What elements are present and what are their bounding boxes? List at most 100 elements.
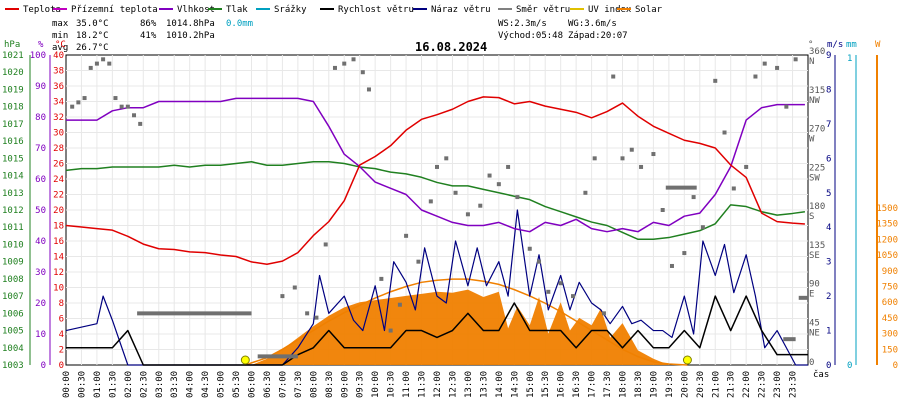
direction-tick: W xyxy=(809,135,815,145)
wind-direction-point xyxy=(323,242,328,247)
hpa-tick: 1015 xyxy=(2,154,24,164)
max-rain: 0.0mm xyxy=(226,19,253,29)
time-tick: 08:30 xyxy=(325,371,335,398)
time-tick: 13:30 xyxy=(479,371,489,398)
time-tick: 06:00 xyxy=(248,371,258,398)
time-tick: 02:00 xyxy=(124,371,134,398)
deg-tick: 315 xyxy=(809,86,825,96)
celsius-tick: 12 xyxy=(53,268,64,278)
deg-tick: 180 xyxy=(809,202,825,212)
wind-direction-point xyxy=(107,61,112,66)
celsius-tick: 30 xyxy=(53,129,64,139)
max-hum: 86% xyxy=(140,19,157,29)
wind-direction-point xyxy=(515,195,520,200)
pct-tick: 60 xyxy=(35,175,46,185)
time-tick: 09:00 xyxy=(340,371,350,398)
wind-direction-point xyxy=(775,65,780,70)
direction-tick: NW xyxy=(809,96,820,106)
hpa-axis-unit: hPa xyxy=(4,40,20,50)
min-label: min xyxy=(52,31,68,41)
direction-tick: S xyxy=(809,212,814,222)
time-tick: 15:30 xyxy=(541,371,551,398)
pct-tick: 10 xyxy=(35,330,46,340)
time-tick: 10:30 xyxy=(387,371,397,398)
ms-tick: 4 xyxy=(826,223,831,233)
time-tick: 20:00 xyxy=(680,371,690,398)
w-tick: 300 xyxy=(882,330,898,340)
celsius-tick: 28 xyxy=(53,144,64,154)
time-tick: 02:30 xyxy=(139,371,149,398)
celsius-tick: 32 xyxy=(53,113,64,123)
hpa-tick: 1014 xyxy=(2,172,24,182)
time-tick: 05:30 xyxy=(232,371,242,398)
wind-direction-point xyxy=(583,190,588,195)
deg-tick: 135 xyxy=(809,241,825,251)
wind-direction-point xyxy=(639,164,644,169)
avg-temp: 26.7°C xyxy=(76,43,109,53)
hpa-tick: 1005 xyxy=(2,327,24,337)
wind-direction-point xyxy=(138,121,143,126)
time-tick: 18:00 xyxy=(619,371,629,398)
celsius-tick: 6 xyxy=(59,315,64,325)
wind-direction-point xyxy=(722,130,727,135)
min-temp: 18.2°C xyxy=(76,31,109,41)
time-tick: 22:30 xyxy=(758,371,768,398)
min-press: 1010.2hPa xyxy=(166,31,215,41)
hpa-tick: 1011 xyxy=(2,223,24,233)
time-tick: 10:00 xyxy=(371,371,381,398)
hpa-tick: 1004 xyxy=(2,344,24,354)
wind-direction-point xyxy=(660,208,665,212)
w-tick: 1500 xyxy=(876,204,898,214)
ms-tick: 5 xyxy=(826,189,831,199)
w-tick: 1050 xyxy=(876,251,898,261)
pct-tick: 90 xyxy=(35,82,46,92)
ms-tick: 1 xyxy=(826,327,831,337)
time-tick: 17:30 xyxy=(603,371,613,398)
pct-tick: 70 xyxy=(35,144,46,154)
wind-direction-point xyxy=(70,104,75,109)
time-tick: 14:00 xyxy=(495,371,505,398)
direction-tick: N xyxy=(809,57,814,67)
wind-direction-point xyxy=(753,74,758,79)
mm-tick: 1 xyxy=(847,54,852,64)
direction-tick: NE xyxy=(809,328,820,338)
time-tick: 09:30 xyxy=(356,371,366,398)
hpa-tick: 1017 xyxy=(2,120,24,130)
time-tick: 16:00 xyxy=(557,371,567,398)
pressure-line xyxy=(65,161,806,241)
wind-direction-point xyxy=(332,65,337,70)
celsius-tick: 14 xyxy=(53,253,64,263)
celsius-tick: 24 xyxy=(53,175,64,185)
hpa-tick: 1018 xyxy=(2,103,24,113)
hpa-tick: 1006 xyxy=(2,309,24,319)
wind-direction-point xyxy=(82,96,87,101)
wind-direction-point xyxy=(537,259,542,264)
wind-direction-point xyxy=(76,100,81,105)
plot-area xyxy=(65,57,808,366)
time-tick: 07:30 xyxy=(294,371,304,398)
wind-direction-point xyxy=(611,74,616,79)
celsius-tick: 2 xyxy=(59,346,64,356)
wind-direction-point xyxy=(527,246,532,251)
time-tick: 00:30 xyxy=(77,371,87,398)
wind-direction-point xyxy=(132,113,137,118)
hpa-tick: 1008 xyxy=(2,275,24,285)
wind-direction-point xyxy=(342,61,347,66)
wind-direction-point xyxy=(360,70,365,75)
pct-tick: 30 xyxy=(35,268,46,278)
time-tick: 18:30 xyxy=(634,371,644,398)
wind-direction-point xyxy=(314,315,319,320)
wind-direction-point xyxy=(496,182,501,187)
w-tick: 900 xyxy=(882,267,898,277)
ms-tick: 7 xyxy=(826,120,831,130)
time-tick: 04:30 xyxy=(201,371,211,398)
wind-direction-point xyxy=(379,276,384,281)
wind-direction-point xyxy=(465,212,470,217)
celsius-tick: 8 xyxy=(59,299,64,309)
celsius-tick: 36 xyxy=(53,82,64,92)
ms-axis-unit: m/s xyxy=(827,40,843,50)
w-tick: 0 xyxy=(893,361,898,371)
time-tick: 06:30 xyxy=(263,371,273,398)
time-tick: 19:30 xyxy=(665,371,675,398)
time-tick: 00:00 xyxy=(62,371,72,398)
